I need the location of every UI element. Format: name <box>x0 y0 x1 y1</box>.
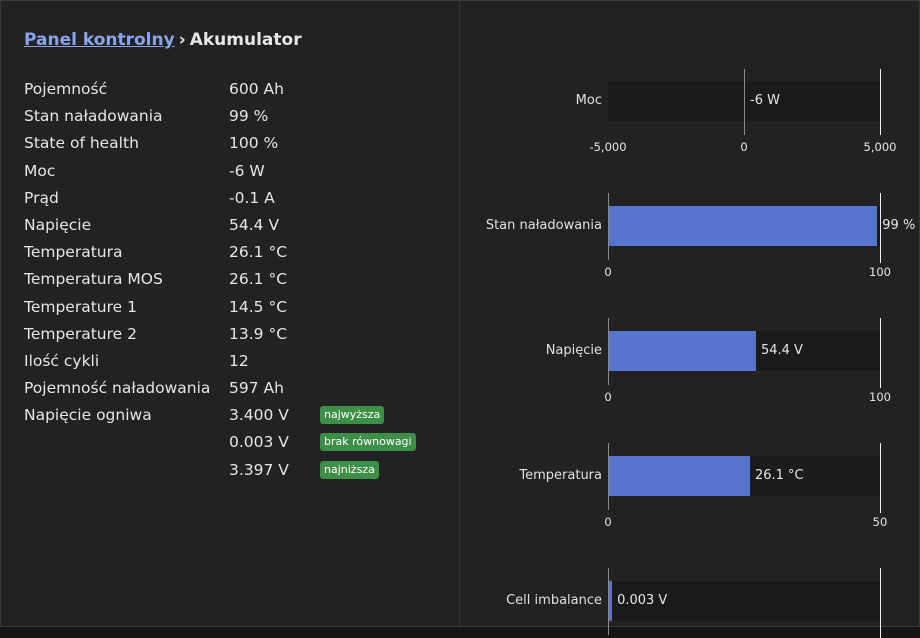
stat-value: -0.1 A <box>229 188 275 207</box>
gauge-bar <box>608 456 750 496</box>
status-badge: brak równowagi <box>320 433 416 452</box>
stat-label: Pojemność <box>24 80 108 98</box>
page-title: Akumulator <box>189 30 302 50</box>
stat-value: -6 W <box>229 161 265 180</box>
stat-label: Temperature 2 <box>24 324 137 343</box>
stat-value: 12 <box>229 351 249 370</box>
stat-label: Temperatura <box>24 243 123 262</box>
gauge-bar <box>608 331 756 371</box>
stat-label: Ilość cykli <box>24 351 100 370</box>
gauge-min-line <box>608 193 609 260</box>
stat-label: Moc <box>24 161 56 180</box>
gauge-tick-label: 50 <box>872 515 888 529</box>
stat-value: 100 % <box>229 134 279 153</box>
stat-value: 26.1 °C <box>229 270 288 289</box>
gauge-tick-label: 0 <box>604 515 612 529</box>
gauge-value: 99 % <box>882 218 916 233</box>
gauge-label: Napięcie <box>545 343 602 358</box>
gauge-bar <box>608 581 613 621</box>
stat-label: Pojemność naładowania <box>24 379 211 398</box>
stat-value: 99 % <box>229 107 269 126</box>
gauge-max-line <box>880 193 881 263</box>
stat-value: 597 Ah <box>229 379 284 398</box>
stat-value: 54.4 V <box>229 215 280 234</box>
gauge-tick-label: -5,000 <box>589 140 627 154</box>
gauge-label: Stan naładowania <box>485 218 602 233</box>
breadcrumb-separator: › <box>178 30 186 50</box>
gauge-tick-label: 0 <box>740 140 748 154</box>
stat-value: 0.003 V <box>229 433 289 452</box>
stat-label: State of health <box>24 134 139 153</box>
panel-divider <box>459 1 460 626</box>
gauge-value: 54.4 V <box>760 343 803 358</box>
status-badge: najniższa <box>320 460 379 479</box>
gauge-min-line <box>608 443 609 510</box>
gauge-label: Temperatura <box>519 468 602 483</box>
gauge-label: Moc <box>575 93 602 108</box>
stat-value: 26.1 °C <box>229 243 288 262</box>
gauge-tick-label: 5,000 <box>863 140 897 154</box>
stat-label: Napięcie <box>24 215 92 234</box>
gauge-min-line <box>608 318 609 385</box>
stat-label: Prąd <box>24 188 59 207</box>
breadcrumb-link-panel[interactable]: Panel kontrolny <box>24 30 175 50</box>
gauge-zero-line <box>744 69 745 135</box>
gauge-value: -6 W <box>750 93 780 108</box>
gauge-tick-label: 100 <box>869 390 891 404</box>
stat-value: 3.400 V <box>229 406 289 425</box>
gauge-tick-label: 100 <box>869 265 891 279</box>
gauge-bar <box>608 206 878 246</box>
stat-value: 600 Ah <box>229 80 284 98</box>
gauge-max-line <box>880 318 881 388</box>
stat-value: 14.5 °C <box>229 297 288 316</box>
gauge-value: 26.1 °C <box>754 468 804 483</box>
gauge-tick-label: 0 <box>604 390 612 404</box>
stat-label: Stan naładowania <box>24 107 163 126</box>
gauge-min-line <box>608 568 609 635</box>
status-badge: najwyższa <box>320 406 385 425</box>
gauge-max-line <box>880 568 881 638</box>
gauge-label: Cell imbalance <box>506 593 602 608</box>
stat-label: Temperatura MOS <box>24 270 163 289</box>
stat-value: 13.9 °C <box>229 324 288 343</box>
stat-label: Temperature 1 <box>24 297 137 316</box>
gauge-max-line <box>880 443 881 513</box>
gauge-max-line <box>880 69 881 135</box>
stat-value: 3.397 V <box>229 460 289 479</box>
gauge-value: 0.003 V <box>617 593 668 608</box>
gauge-track <box>608 581 880 621</box>
gauge-tick-label: 0 <box>604 265 612 279</box>
stat-label: Napięcie ogniwa <box>24 406 152 425</box>
breadcrumb: Panel kontrolny › Akumulator <box>24 30 302 50</box>
